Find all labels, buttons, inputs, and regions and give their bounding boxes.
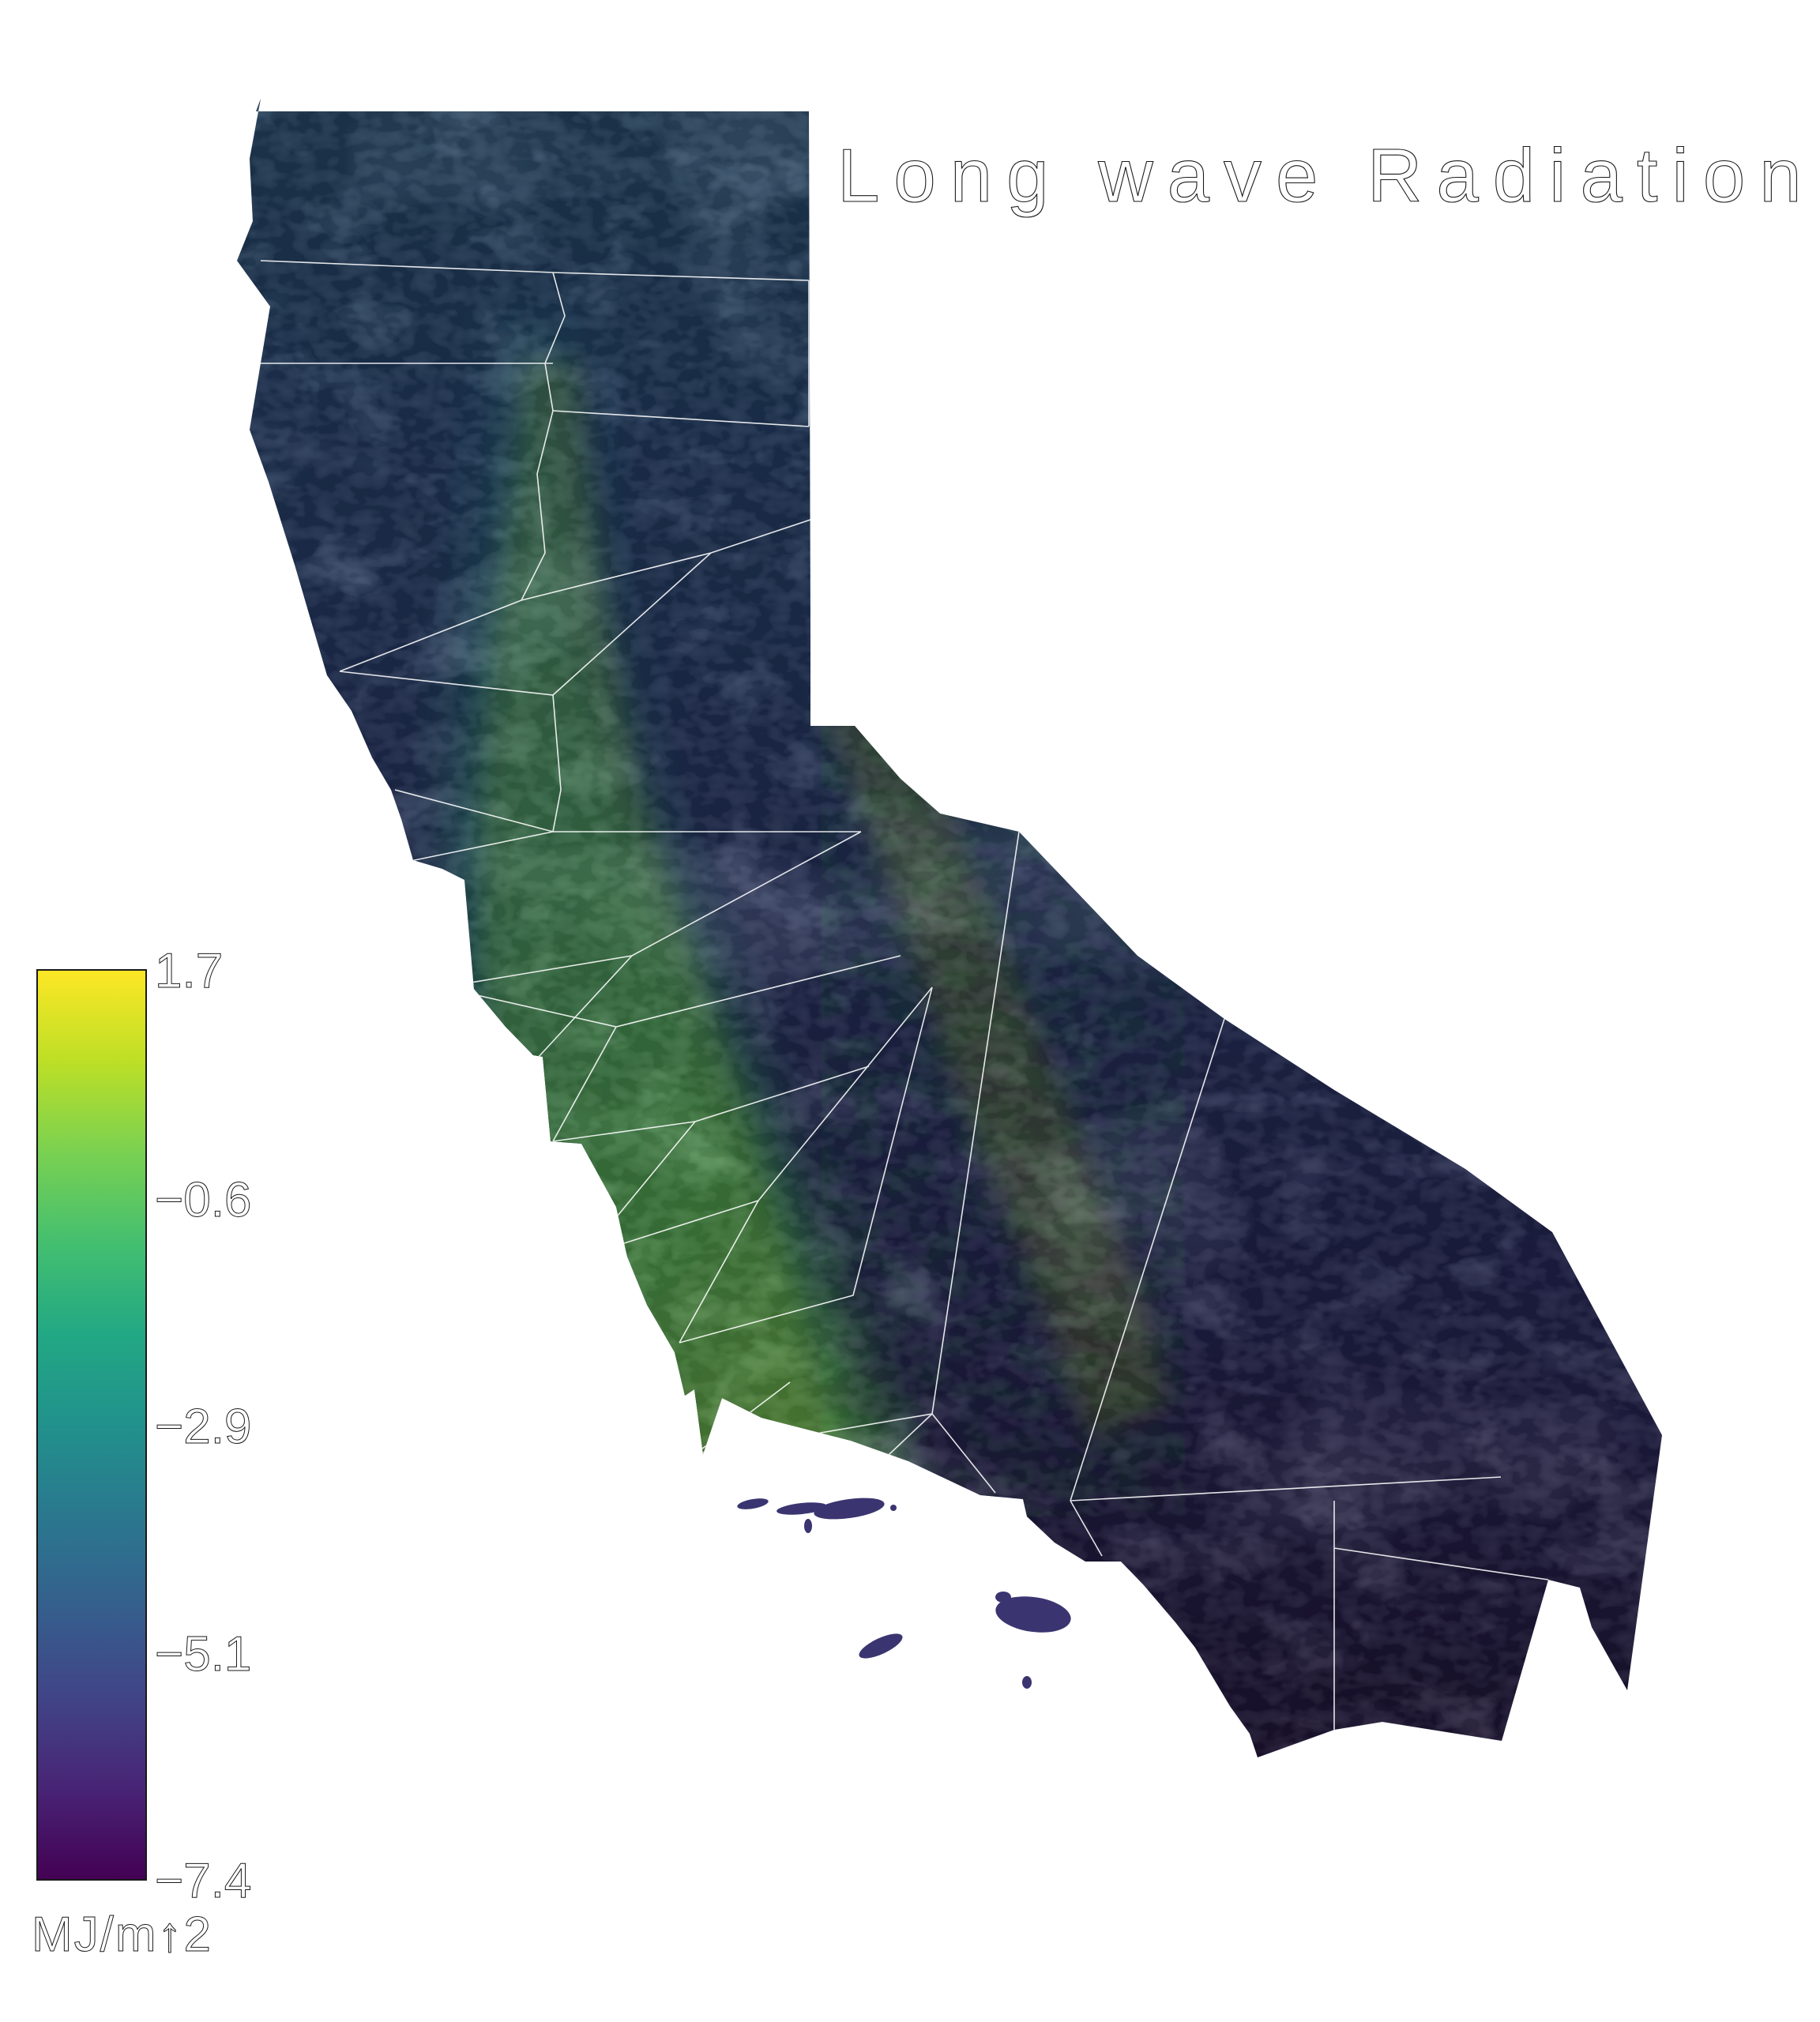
svg-text:−0.6: −0.6 — [155, 1173, 251, 1227]
svg-text:MJ/m↑2: MJ/m↑2 — [32, 1907, 212, 1962]
svg-text:1.7: 1.7 — [155, 944, 223, 998]
svg-text:−7.4: −7.4 — [155, 1854, 251, 1908]
svg-text:−2.9: −2.9 — [155, 1400, 251, 1454]
svg-text:Long wave Radiation: Long wave Radiation — [837, 133, 1816, 218]
svg-text:−5.1: −5.1 — [155, 1627, 251, 1682]
